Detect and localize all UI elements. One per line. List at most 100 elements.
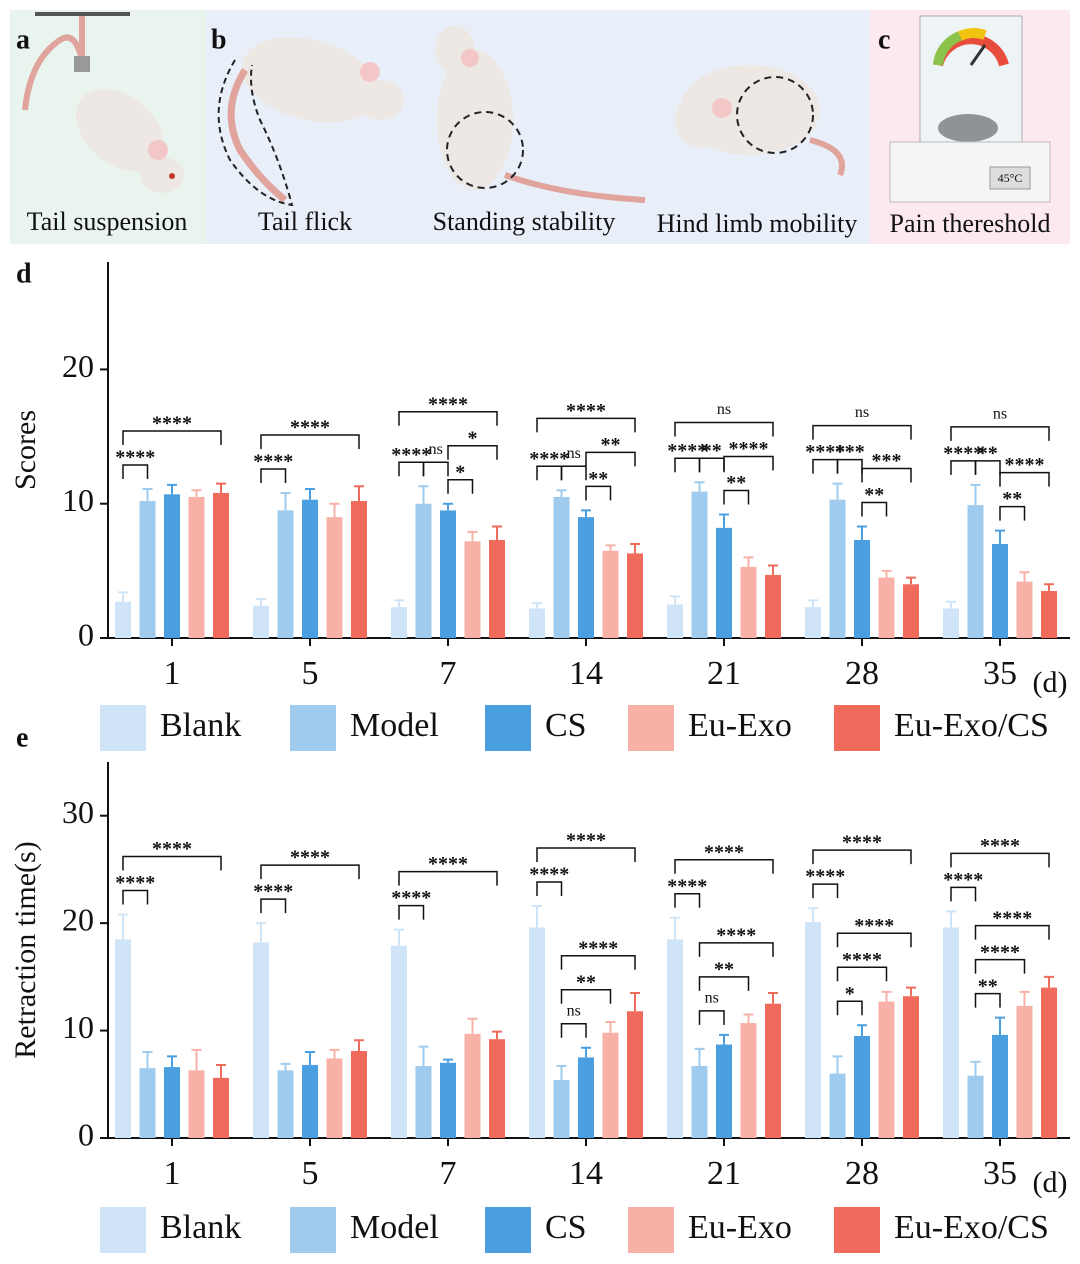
panel-caption: Standing stability xyxy=(433,207,616,236)
significance-label: ** xyxy=(714,958,734,980)
bar xyxy=(765,1003,781,1138)
error-bar xyxy=(946,910,956,928)
error-bar xyxy=(832,482,843,500)
significance-bracket xyxy=(950,886,977,902)
significance-bracket xyxy=(950,852,1050,868)
error-bar xyxy=(768,991,778,1004)
significance-label: **** xyxy=(943,869,983,891)
significance-label: ** xyxy=(576,971,596,993)
legend-label: CS xyxy=(545,707,587,744)
legend-swatch xyxy=(290,705,336,751)
error-bar xyxy=(256,922,266,943)
bar xyxy=(1041,987,1057,1138)
x-tick-label: 21 xyxy=(707,1155,741,1192)
bar xyxy=(164,494,180,638)
x-unit: (d) xyxy=(1033,666,1068,699)
legend-swatch xyxy=(290,1207,336,1253)
significance-label: **** xyxy=(842,832,882,854)
bar xyxy=(1041,591,1057,638)
bar xyxy=(992,544,1008,638)
error-bar xyxy=(394,928,404,946)
significance-label: * xyxy=(455,461,465,483)
significance-bracket xyxy=(585,485,612,501)
significance-label: **** xyxy=(980,835,1020,857)
bar xyxy=(967,1075,984,1138)
bar xyxy=(878,577,895,638)
error-bar xyxy=(581,509,591,518)
significance-label: ** xyxy=(864,484,884,506)
bar xyxy=(351,501,367,638)
error-bar xyxy=(970,483,981,506)
bar xyxy=(188,497,205,638)
x-tick-label: 5 xyxy=(302,1155,319,1192)
error-bar xyxy=(118,591,128,602)
x-tick-label: 21 xyxy=(707,655,741,692)
x-tick-label: 7 xyxy=(440,1155,457,1192)
panel-caption: Hind limb mobility xyxy=(657,209,858,238)
significance-label: **** xyxy=(729,438,769,460)
error-bar xyxy=(832,1055,843,1074)
significance-label: **** xyxy=(115,872,155,894)
illustration-tail-flick xyxy=(217,37,404,207)
significance-bracket xyxy=(260,468,287,483)
legend-swatch xyxy=(100,1207,146,1253)
significance-bracket xyxy=(398,870,498,886)
significance-bracket xyxy=(674,859,774,874)
significance-label: **** xyxy=(854,915,894,937)
error-bar xyxy=(329,1048,340,1059)
significance-bracket xyxy=(260,898,287,914)
y-axis-title: Scores xyxy=(9,410,42,490)
significance-label: **** xyxy=(667,440,707,462)
error-bar xyxy=(305,487,315,500)
bar xyxy=(440,1062,456,1138)
error-bar xyxy=(995,1016,1005,1035)
error-bar xyxy=(1044,583,1054,591)
bar xyxy=(578,517,594,638)
significance-label: **** xyxy=(253,881,293,903)
bar xyxy=(1016,581,1033,638)
y-tick-label: 10 xyxy=(62,482,94,518)
bar xyxy=(115,601,131,638)
error-bar xyxy=(532,602,542,609)
significance-bracket xyxy=(122,430,222,445)
significance-bracket xyxy=(422,461,449,477)
error-bar xyxy=(443,502,453,511)
bar xyxy=(740,566,757,638)
bar xyxy=(415,503,432,638)
bar xyxy=(943,608,959,638)
bar xyxy=(164,1067,180,1138)
significance-label: **** xyxy=(1005,454,1045,476)
bar xyxy=(716,1044,732,1138)
y-tick-label: 10 xyxy=(62,1009,94,1045)
bar xyxy=(351,1050,367,1138)
error-bar xyxy=(492,1030,502,1040)
significance-label: ** xyxy=(601,434,621,456)
significance-label: **** xyxy=(253,451,293,473)
error-bar xyxy=(808,599,818,608)
legend-label: Blank xyxy=(160,707,241,744)
error-bar xyxy=(605,544,616,551)
significance-label: ** xyxy=(978,975,998,997)
error-bar xyxy=(1019,571,1030,582)
panel-caption: Tail suspension xyxy=(27,207,188,236)
significance-bracket xyxy=(999,505,1026,521)
significance-bracket xyxy=(260,434,360,449)
error-bar xyxy=(768,564,778,575)
error-bar xyxy=(857,525,867,540)
significance-bracket xyxy=(974,460,1001,475)
error-bar xyxy=(492,525,502,540)
error-bar xyxy=(118,913,128,940)
bar xyxy=(139,1068,156,1138)
error-bar xyxy=(995,529,1005,544)
significance-bracket xyxy=(698,1010,725,1025)
significance-bracket xyxy=(974,958,1026,974)
significance-bracket xyxy=(723,489,750,505)
significance-bracket xyxy=(836,1000,863,1016)
significance-bracket xyxy=(536,881,563,896)
error-bar xyxy=(605,1020,616,1033)
error-bar xyxy=(280,1062,291,1071)
temperature-display: 45°C xyxy=(998,171,1023,185)
significance-label: ** xyxy=(702,440,722,462)
significance-label: * xyxy=(845,983,855,1005)
x-tick-label: 1 xyxy=(164,655,181,692)
